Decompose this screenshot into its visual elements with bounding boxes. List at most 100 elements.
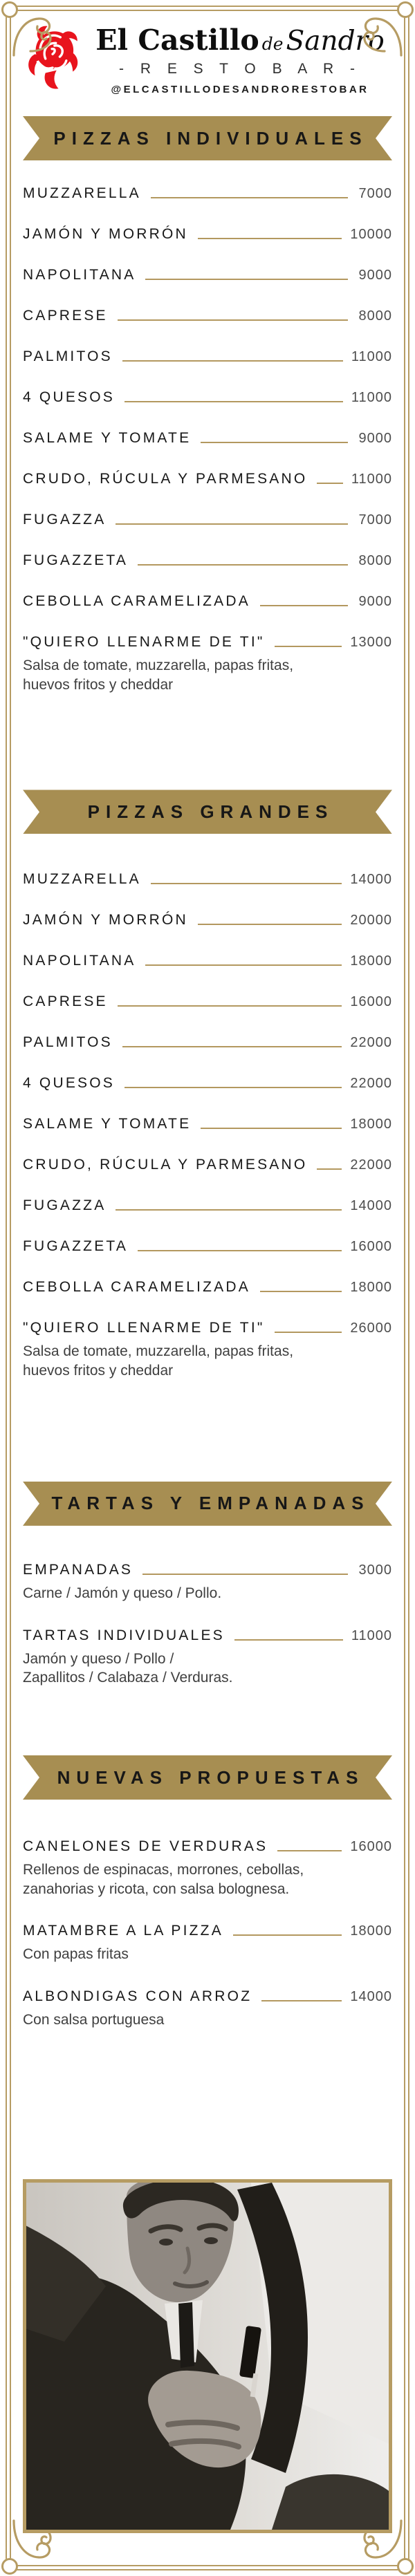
menu-item: JAMÓN Y MORRÓN 20000 — [23, 912, 392, 928]
menu-item: MATAMBRE A LA PIZZA 18000 Con papas frit… — [23, 1923, 392, 1964]
item-price: 18000 — [350, 953, 392, 969]
item-price: 18000 — [350, 1117, 392, 1132]
menu-item-row: CEBOLLA CARAMELIZADA 18000 — [23, 1279, 392, 1296]
item-name: "QUIERO LLENARME DE TI" — [23, 634, 265, 650]
sandro-portrait-image — [26, 2183, 389, 2530]
leader-line — [122, 360, 343, 362]
instagram-handle: @ELCASTILLODESANDRORESTOBAR — [111, 84, 369, 95]
section-banner-label: NUEVAS PROPUESTAS — [57, 1766, 365, 1788]
menu-item-row: TARTAS INDIVIDUALES 11000 — [23, 1627, 392, 1644]
item-name: 4 QUESOS — [23, 1075, 115, 1092]
item-name: CAPRESE — [23, 993, 108, 1010]
leader-line — [116, 1209, 342, 1211]
item-name: FUGAZZA — [23, 512, 107, 528]
menu-item-row: "QUIERO LLENARME DE TI" 26000 — [23, 1320, 392, 1336]
menu-item: CANELONES DE VERDURAS 16000 Rellenos de … — [23, 1838, 392, 1898]
menu-item: "QUIERO LLENARME DE TI" 13000 Salsa de t… — [23, 634, 392, 694]
leader-line — [150, 883, 342, 885]
menu-item-row: PALMITOS 22000 — [23, 1034, 392, 1051]
item-name: SALAME Y TOMATE — [23, 430, 192, 446]
corner-circle-icon — [1, 1, 18, 18]
item-price: 16000 — [350, 1839, 392, 1855]
leader-line — [117, 1005, 342, 1007]
item-description: Rellenos de espinacas, morrones, cebolla… — [23, 1862, 304, 1897]
menu-item-row: 4 QUESOS 11000 — [23, 389, 392, 406]
item-name: TARTAS INDIVIDUALES — [23, 1627, 225, 1643]
menu-item: SALAME Y TOMATE 18000 — [23, 1116, 392, 1132]
menu-item-row: CRUDO, RÚCULA Y PARMESANO 11000 — [23, 471, 392, 487]
section-items: CANELONES DE VERDURAS 16000 Rellenos de … — [23, 1838, 392, 2030]
item-name: JAMÓN Y MORRÓN — [23, 226, 188, 242]
menu-item: SALAME Y TOMATE 9000 — [23, 430, 392, 447]
leader-line — [145, 279, 348, 280]
item-description: Carne / Jamón y queso / Pollo. — [23, 1585, 222, 1601]
menu-item: ALBONDIGAS CON ARROZ 14000 Con salsa por… — [23, 1988, 392, 2030]
item-price: 14000 — [350, 1198, 392, 1214]
leader-line — [274, 646, 342, 647]
item-name: FUGAZZETA — [23, 1238, 129, 1255]
item-name: 4 QUESOS — [23, 389, 115, 405]
item-name: CAPRESE — [23, 308, 108, 324]
leader-line — [277, 1850, 342, 1852]
item-price: 13000 — [350, 635, 392, 650]
section-items: EMPANADAS 3000 Carne / Jamón y queso / P… — [23, 1562, 392, 1688]
menu-item: CEBOLLA CARAMELIZADA 9000 — [23, 593, 392, 610]
item-price: 11000 — [351, 349, 392, 364]
leader-line — [197, 238, 342, 239]
item-price: 11000 — [351, 1627, 392, 1643]
rose-logo-icon — [28, 26, 78, 89]
corner-circle-icon — [397, 2558, 414, 2575]
menu-item: CEBOLLA CARAMELIZADA 18000 — [23, 1279, 392, 1296]
item-description: Jamón y queso / Pollo / Zapallitos / Cal… — [23, 1650, 233, 1686]
leader-line — [117, 319, 348, 321]
menu-item: MUZZARELLA 14000 — [23, 871, 392, 888]
menu-item: CAPRESE 8000 — [23, 308, 392, 324]
leader-line — [124, 1087, 342, 1089]
leader-line — [201, 442, 348, 443]
item-price: 8000 — [358, 308, 392, 324]
item-price: 26000 — [350, 1320, 392, 1336]
leader-line — [138, 564, 348, 566]
item-price: 14000 — [350, 872, 392, 888]
menu-item: NAPOLITANA 9000 — [23, 267, 392, 283]
leader-line — [124, 401, 343, 402]
menu-item-row: CAPRESE 16000 — [23, 993, 392, 1010]
item-price: 18000 — [350, 1923, 392, 1939]
item-price: 9000 — [358, 594, 392, 609]
item-description: Salsa de tomate, muzzarella, papas frita… — [23, 657, 294, 693]
item-name: CRUDO, RÚCULA Y PARMESANO — [23, 471, 308, 487]
menu-item-row: ALBONDIGAS CON ARROZ 14000 — [23, 1988, 392, 2005]
menu-item-row: SALAME Y TOMATE 9000 — [23, 430, 392, 447]
leader-line — [232, 1934, 342, 1936]
menu-item-row: MATAMBRE A LA PIZZA 18000 — [23, 1923, 392, 1939]
leader-line — [274, 1332, 342, 1334]
leader-line — [259, 605, 348, 606]
menu-item-row: FUGAZZETA 16000 — [23, 1238, 392, 1255]
corner-swirl-icon — [12, 17, 52, 57]
item-price: 14000 — [350, 1989, 392, 2005]
item-name: CRUDO, RÚCULA Y PARMESANO — [23, 1157, 308, 1173]
item-price: 3000 — [358, 1562, 392, 1578]
menu-section: TARTAS Y EMPANADAS EMPANADAS 3000 Carne … — [23, 1482, 392, 1688]
menu-item: 4 QUESOS 11000 — [23, 389, 392, 406]
item-price: 7000 — [358, 512, 392, 528]
item-name: FUGAZZA — [23, 1197, 107, 1214]
section-banner-label: TARTAS Y EMPANADAS — [51, 1493, 370, 1514]
menu-item-row: NAPOLITANA 18000 — [23, 953, 392, 969]
portrait-photo — [23, 2179, 392, 2533]
item-price: 22000 — [350, 1076, 392, 1092]
brand-name-main: El Castillo — [95, 24, 259, 57]
item-price: 22000 — [350, 1157, 392, 1173]
item-price: 20000 — [350, 913, 392, 928]
item-name: "QUIERO LLENARME DE TI" — [23, 1320, 265, 1336]
menu-item-row: CRUDO, RÚCULA Y PARMESANO 22000 — [23, 1157, 392, 1173]
leader-line — [122, 1046, 342, 1048]
menu-item-row: CEBOLLA CARAMELIZADA 9000 — [23, 593, 392, 610]
menu-item: CRUDO, RÚCULA Y PARMESANO 11000 — [23, 471, 392, 487]
menu-item-row: SALAME Y TOMATE 18000 — [23, 1116, 392, 1132]
leader-line — [138, 1250, 342, 1252]
item-name: CANELONES DE VERDURAS — [23, 1838, 268, 1855]
item-price: 8000 — [358, 553, 392, 568]
corner-circle-icon — [397, 1, 414, 18]
